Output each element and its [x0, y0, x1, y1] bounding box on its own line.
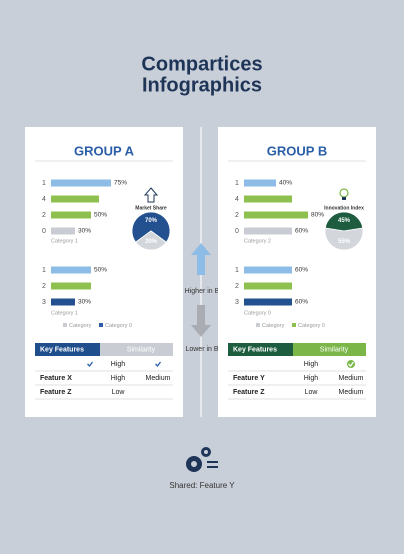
- legend-label: Category 0: [105, 323, 132, 329]
- table-header: [35, 343, 100, 356]
- icon: [143, 187, 159, 203]
- group-title: GROUP A: [74, 143, 135, 158]
- check-icon: [87, 361, 94, 367]
- pie-slice: [135, 230, 167, 251]
- title-line: Compartices: [141, 53, 262, 75]
- table-cell: High: [304, 375, 319, 382]
- value-label: 75%: [114, 180, 127, 187]
- row-label: 2: [235, 212, 239, 219]
- value-label: 60%: [295, 228, 308, 235]
- header-cell: Similarity: [127, 346, 156, 353]
- table-header: [100, 343, 173, 356]
- bar: [244, 298, 292, 306]
- value-label: 50%: [94, 212, 107, 219]
- title-line: Infographics: [142, 74, 262, 96]
- value-label: 60%: [295, 267, 308, 274]
- bar: [51, 195, 99, 203]
- group-title: GROUP B: [267, 143, 327, 158]
- footer: Shared: Feature Y: [169, 481, 235, 490]
- gear-icon: [186, 447, 218, 472]
- down-arrow: [191, 305, 211, 337]
- bar: [51, 211, 91, 219]
- value-label: 80%: [311, 212, 324, 219]
- bar: [51, 227, 75, 235]
- up-arrow: [191, 243, 211, 275]
- row-label: 1: [42, 180, 46, 187]
- table-cell: Feature Z: [233, 389, 265, 396]
- table-cell: High: [111, 375, 126, 382]
- header-cell: Key Features: [40, 346, 84, 353]
- table-cell: High: [111, 361, 126, 368]
- table-cell: Feature X: [40, 375, 72, 382]
- pie-slice: [324, 227, 364, 251]
- bar: [244, 211, 308, 219]
- bar: [244, 227, 292, 235]
- category-label: Category 0: [244, 310, 271, 316]
- pie-label: 70%: [145, 218, 158, 224]
- legend-swatch: [99, 323, 103, 327]
- legend-swatch: [256, 323, 260, 327]
- pie-title: Innovation Index: [324, 205, 364, 211]
- legend-label: Category: [262, 323, 285, 329]
- value-label: 30%: [78, 228, 91, 235]
- pie-label: 45%: [338, 218, 351, 224]
- row-label: 0: [235, 228, 239, 235]
- legend-swatch: [63, 323, 67, 327]
- table-cell: Feature Z: [40, 389, 72, 396]
- table-cell: High: [304, 361, 319, 368]
- table-cell: Medium: [339, 389, 364, 396]
- table-cell: Low: [112, 389, 126, 396]
- value-label: 60%: [295, 299, 308, 306]
- row-label: 2: [42, 212, 46, 219]
- row-label: 1: [235, 267, 239, 274]
- bar: [244, 179, 276, 187]
- category-label: Category 2: [244, 238, 271, 244]
- table-header: [228, 343, 293, 356]
- bar: [51, 298, 75, 306]
- pie-slice: [324, 211, 364, 232]
- bar: [51, 282, 91, 290]
- bar: [51, 266, 91, 274]
- icon: [342, 197, 346, 200]
- header-cell: Key Features: [233, 346, 277, 353]
- table-cell: Feature Y: [233, 375, 265, 382]
- legend-label: Category: [69, 323, 92, 329]
- pie-slice: [131, 211, 171, 243]
- table-header: [293, 343, 366, 356]
- row-label: 4: [235, 196, 239, 203]
- pie-label: 30%: [145, 239, 158, 245]
- check-icon: [347, 360, 355, 368]
- row-label: 0: [42, 228, 46, 235]
- bar: [244, 282, 292, 290]
- legend-swatch: [292, 323, 296, 327]
- row-label: 2: [42, 283, 46, 290]
- pie-label: 55%: [338, 239, 351, 245]
- bar: [244, 266, 292, 274]
- row-label: 3: [235, 299, 239, 306]
- bar: [244, 195, 292, 203]
- table-cell: Medium: [339, 375, 364, 382]
- check-icon: [348, 361, 355, 367]
- pie-title: Market Share: [135, 205, 167, 211]
- row-label: 3: [42, 299, 46, 306]
- row-label: 1: [42, 267, 46, 274]
- bar: [51, 179, 111, 187]
- category-label: Category 1: [51, 310, 78, 316]
- value-label: 30%: [78, 299, 91, 306]
- value-label: 50%: [94, 267, 107, 274]
- higher-label: Higher in B: [185, 288, 220, 295]
- row-label: 2: [235, 283, 239, 290]
- value-label: 40%: [279, 180, 292, 187]
- check-icon: [155, 361, 162, 367]
- table-cell: Medium: [146, 375, 171, 382]
- lower-label: Lower in B: [185, 346, 218, 353]
- table-cell: Low: [305, 389, 319, 396]
- category-label: Category 1: [51, 238, 78, 244]
- row-label: 1: [235, 180, 239, 187]
- legend-label: Category 0: [298, 323, 325, 329]
- header-cell: Similarity: [320, 346, 349, 353]
- row-label: 4: [42, 196, 46, 203]
